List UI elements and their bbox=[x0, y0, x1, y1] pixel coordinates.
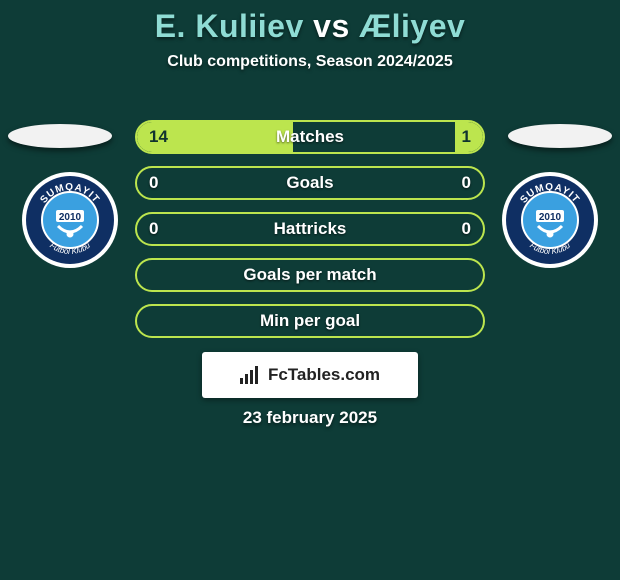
stat-row: Min per goal bbox=[135, 304, 485, 338]
stat-right-value: 1 bbox=[462, 122, 471, 152]
stat-label: Matches bbox=[137, 122, 483, 152]
player1-placeholder-oval bbox=[8, 124, 112, 148]
bars-icon bbox=[240, 366, 262, 384]
stat-left-value: 14 bbox=[149, 122, 168, 152]
stat-row: Matches14 1 bbox=[135, 120, 485, 154]
stat-label: Goals per match bbox=[137, 260, 483, 290]
watermark-text: FcTables.com bbox=[268, 365, 380, 385]
stat-label: Min per goal bbox=[137, 306, 483, 336]
stat-row: Hattricks0 0 bbox=[135, 212, 485, 246]
player2-club-crest: SUMQAYIT Futbol Klubu 2010 bbox=[500, 170, 600, 270]
player2-placeholder-oval bbox=[508, 124, 612, 148]
subtitle: Club competitions, Season 2024/2025 bbox=[0, 53, 620, 71]
svg-text:2010: 2010 bbox=[539, 212, 562, 223]
stat-row: Goals per match bbox=[135, 258, 485, 292]
stats-container: Matches141Goals00Hattricks00Goals per ma… bbox=[135, 120, 485, 350]
stat-label: Hattricks bbox=[137, 214, 483, 244]
player2-name: Æliyev bbox=[359, 8, 465, 44]
stat-right-value: 0 bbox=[462, 168, 471, 198]
stat-left-value: 0 bbox=[149, 168, 158, 198]
stat-left-value: 0 bbox=[149, 214, 158, 244]
stat-row: Goals0 0 bbox=[135, 166, 485, 200]
comparison-title: E. Kuliiev vs Æliyev bbox=[0, 0, 620, 45]
stat-right-value: 0 bbox=[462, 214, 471, 244]
vs-text: vs bbox=[313, 8, 350, 44]
player1-club-crest: SUMQAYIT Futbol Klubu 2010 bbox=[20, 170, 120, 270]
svg-text:2010: 2010 bbox=[59, 212, 82, 223]
player1-name: E. Kuliiev bbox=[155, 8, 304, 44]
stat-label: Goals bbox=[137, 168, 483, 198]
generated-date: 23 february 2025 bbox=[0, 408, 620, 428]
site-watermark: FcTables.com bbox=[202, 352, 418, 398]
